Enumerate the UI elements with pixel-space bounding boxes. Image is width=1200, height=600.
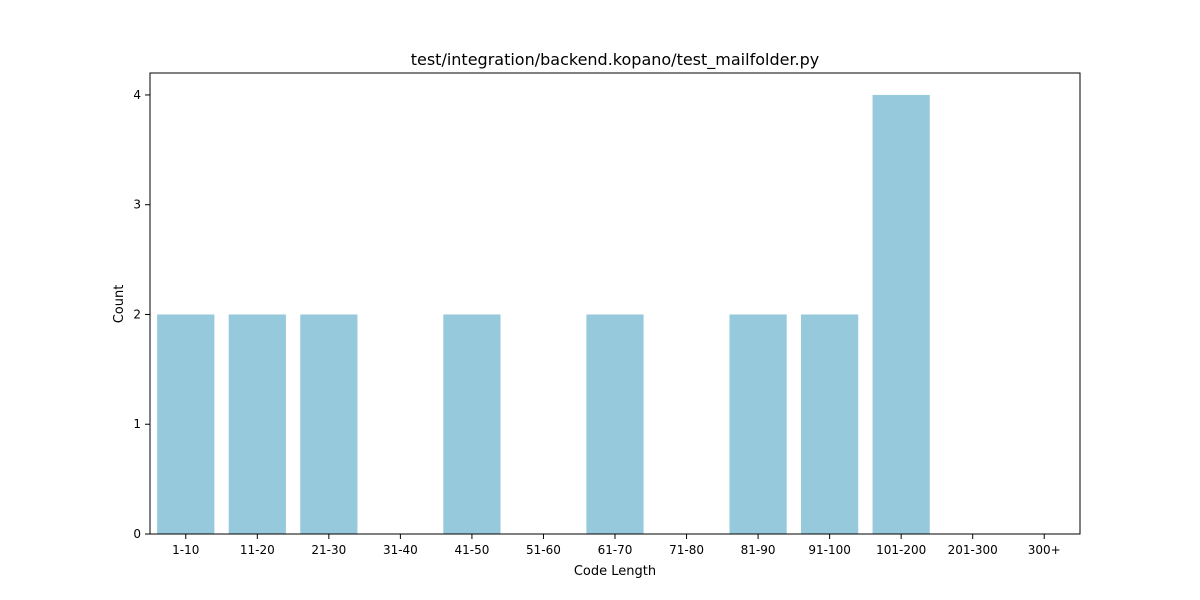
bar-41-50 — [443, 314, 501, 534]
x-tick-label: 81-90 — [741, 543, 776, 557]
x-tick-label: 71-80 — [669, 543, 704, 557]
y-tick-label: 2 — [133, 307, 141, 321]
bars — [157, 94, 930, 534]
x-tick-label: 101-200 — [876, 543, 926, 557]
x-axis-ticks: 1-10 11-20 21-30 31-40 41-50 51-60 61-70 71-80 8… — [172, 534, 1061, 557]
y-axis-label: Count — [112, 285, 127, 324]
x-tick-label: 31-40 — [383, 543, 418, 557]
bar-1-10 — [157, 314, 215, 534]
x-tick-label: 1-10 — [172, 543, 199, 557]
bar-81-90 — [729, 314, 787, 534]
chart-title: test/integration/backend.kopano/test_mai… — [411, 50, 820, 70]
x-tick-label: 61-70 — [598, 543, 633, 557]
bar-101-200 — [872, 94, 930, 534]
y-axis-ticks: 0 1 2 3 4 — [133, 88, 150, 541]
x-tick-label: 51-60 — [526, 543, 561, 557]
x-axis-label: Code Length — [574, 564, 656, 579]
y-tick-label: 3 — [133, 198, 141, 212]
x-tick-label: 300+ — [1028, 543, 1061, 557]
x-tick-label: 91-100 — [808, 543, 851, 557]
x-tick-label: 201-300 — [948, 543, 998, 557]
y-tick-label: 0 — [133, 527, 141, 541]
x-tick-label: 11-20 — [240, 543, 275, 557]
x-tick-label: 41-50 — [454, 543, 489, 557]
plot-area: 1-10 11-20 21-30 31-40 41-50 51-60 61-70 71-80 8… — [133, 72, 1081, 557]
y-tick-label: 4 — [133, 88, 141, 102]
bar-91-100 — [801, 314, 859, 534]
x-tick-label: 21-30 — [311, 543, 346, 557]
bar-11-20 — [228, 314, 286, 534]
bar-61-70 — [586, 314, 644, 534]
bar-21-30 — [300, 314, 358, 534]
y-tick-label: 1 — [133, 417, 141, 431]
